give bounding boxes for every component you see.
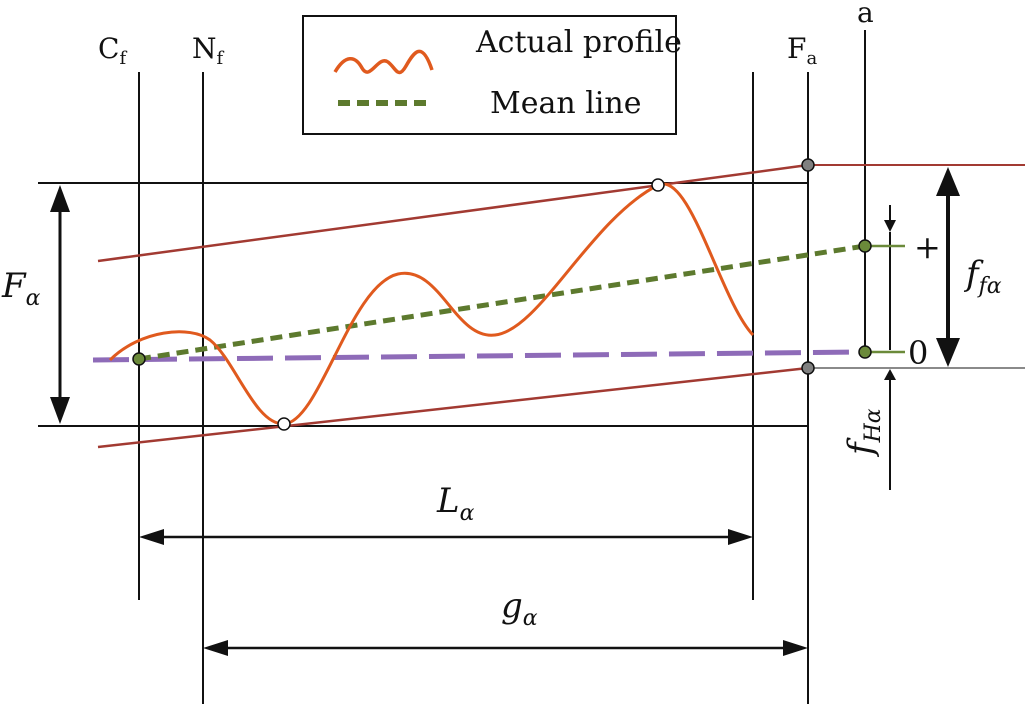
f-alpha-arrow-up — [50, 185, 70, 212]
legend-mean-label: Mean line — [490, 86, 641, 121]
a-label: a — [857, 0, 874, 29]
fha-arrow-down — [884, 220, 896, 232]
cf-marker — [132, 352, 146, 366]
plus-label: + — [914, 228, 941, 266]
min-point-marker — [277, 417, 291, 431]
fa-bottom-marker — [801, 361, 815, 375]
upper-tolerance-line — [97, 163, 809, 263]
ffa-arrow-up — [936, 167, 960, 196]
design-profile-line — [92, 349, 866, 363]
ffa-label: ffα — [963, 254, 1002, 299]
actual-profile-curve — [108, 182, 755, 426]
ffa-arrow-down — [936, 338, 960, 367]
f-alpha-arrow-down — [50, 397, 70, 424]
fha-label: fHα — [841, 408, 886, 458]
zero-label: 0 — [908, 334, 928, 372]
legend-actual-label: Actual profile — [475, 25, 682, 60]
legend-box — [302, 15, 677, 135]
legend: Actual profile Mean line — [302, 15, 682, 135]
nf-label: Nf — [192, 32, 225, 69]
fha-arrow-up — [884, 369, 896, 380]
design-end-marker — [858, 345, 872, 359]
max-point-marker — [651, 178, 665, 192]
lower-tolerance-line — [97, 366, 809, 449]
fa-top-marker — [801, 158, 815, 172]
l-alpha-label: Lα — [436, 481, 475, 526]
l-alpha-arrow-right — [728, 529, 753, 545]
mean-end-marker — [858, 239, 872, 253]
legend-actual-swatch — [333, 49, 434, 75]
g-alpha-arrow-right — [783, 640, 808, 656]
fa-label: Fa — [787, 32, 817, 69]
g-alpha-label: gα — [501, 586, 538, 631]
f-alpha-label: Fα — [1, 266, 41, 311]
cf-label: Cf — [98, 32, 127, 69]
g-alpha-arrow-left — [203, 640, 228, 656]
l-alpha-arrow-left — [139, 529, 164, 545]
mean-line — [138, 243, 866, 362]
